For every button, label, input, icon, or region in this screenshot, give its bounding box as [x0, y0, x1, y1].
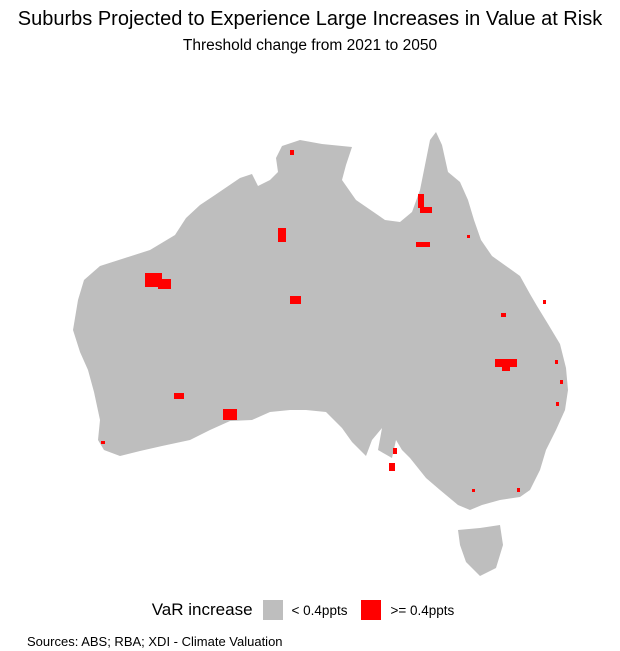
red-region	[389, 463, 395, 471]
red-region	[560, 380, 563, 384]
map-subtitle: Threshold change from 2021 to 2050	[182, 37, 438, 54]
high-increase-regions	[101, 150, 563, 492]
red-region	[467, 235, 470, 238]
legend-swatch-low	[262, 600, 283, 620]
map-title: Suburbs Projected to Experience Large In…	[17, 8, 603, 30]
red-region	[556, 402, 559, 406]
red-region	[495, 359, 517, 367]
legend-swatch-high	[361, 600, 382, 620]
red-region	[158, 279, 171, 289]
red-region	[393, 448, 397, 454]
legend-title: VaR increase	[151, 600, 253, 619]
mainland-australia	[73, 132, 568, 510]
red-region	[145, 273, 162, 287]
red-region	[101, 441, 105, 444]
red-region	[517, 488, 520, 492]
red-region	[290, 150, 294, 155]
red-region	[290, 296, 301, 304]
red-region	[420, 207, 432, 213]
legend-label-high: >= 0.4ppts	[390, 602, 455, 618]
red-region	[543, 300, 546, 304]
red-region	[278, 228, 286, 242]
red-region	[501, 313, 506, 317]
red-region	[223, 409, 237, 420]
legend: VaR increase < 0.4ppts >= 0.4ppts	[0, 600, 620, 620]
source-note: Sources: ABS; RBA; XDI - Climate Valuati…	[27, 634, 283, 649]
tasmania	[458, 525, 503, 576]
red-region	[555, 360, 558, 364]
legend-label-low: < 0.4ppts	[291, 602, 348, 618]
red-region	[502, 365, 510, 371]
red-region	[416, 242, 430, 247]
red-region	[418, 194, 424, 208]
red-region	[472, 489, 475, 492]
red-region	[174, 393, 184, 399]
